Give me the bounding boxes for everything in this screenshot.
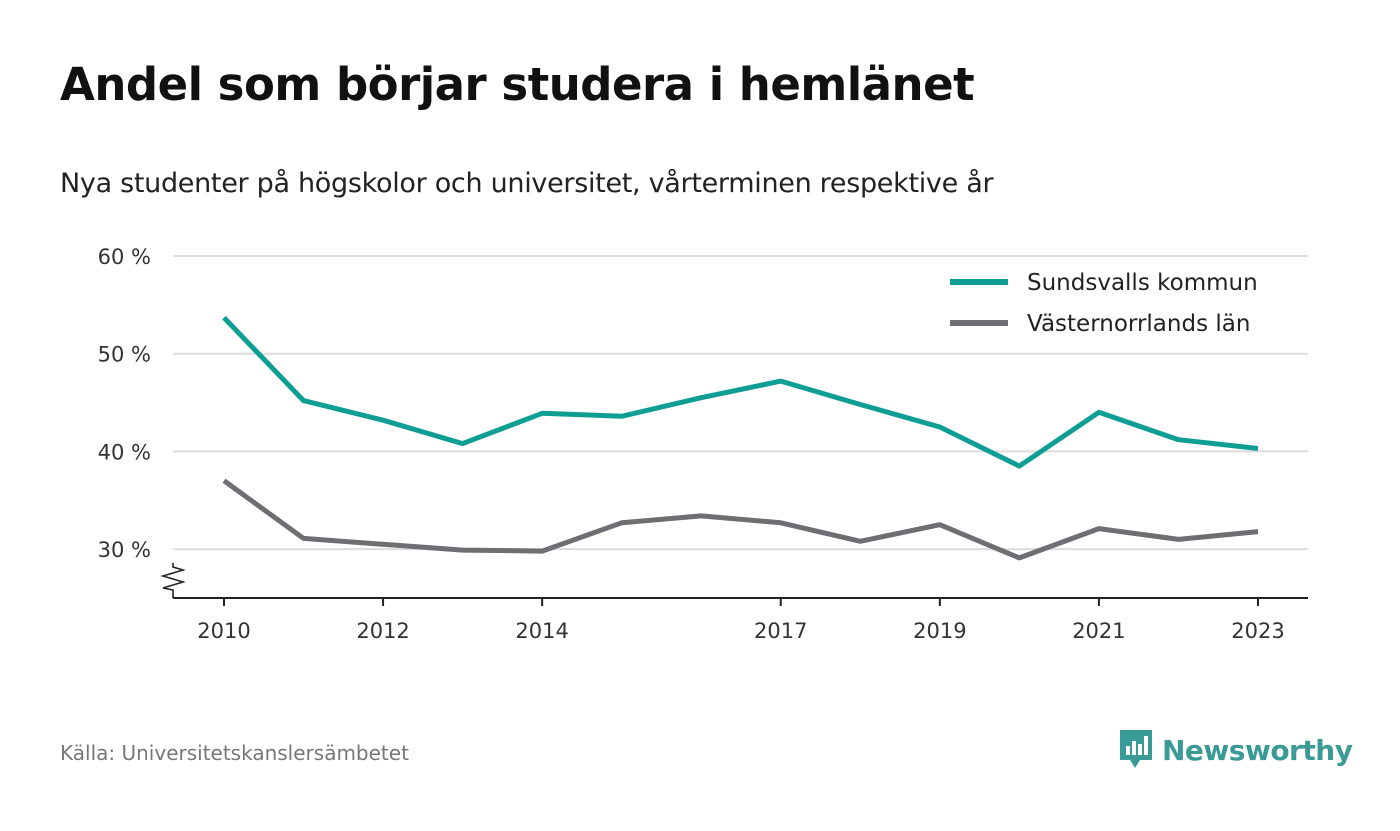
x-tick-label: 2023 xyxy=(1231,619,1284,643)
x-tick-label: 2021 xyxy=(1072,619,1125,643)
newsworthy-bar-chart-icon xyxy=(1120,730,1152,768)
y-tick-label: 40 % xyxy=(98,440,151,464)
series-line-1 xyxy=(222,315,1259,469)
x-tick-label: 2019 xyxy=(913,619,966,643)
axis-break-icon xyxy=(160,563,186,598)
grid-lines xyxy=(173,255,1308,551)
series-lines xyxy=(222,315,1259,561)
line-chart: 30 % 40 % 50 % 60 % 2010 2012 2014 2017 2019 2021… xyxy=(98,245,1308,643)
newsworthy-logo: Newsworthy xyxy=(1118,728,1353,772)
y-tick-label: 50 % xyxy=(98,343,151,367)
x-tick-label: 2014 xyxy=(515,619,568,643)
x-tick-label: 2012 xyxy=(356,619,409,643)
x-tick-label: 2010 xyxy=(197,619,250,643)
legend: Sundsvalls kommun Västernorrlands län xyxy=(950,270,1258,337)
logo-text: Newsworthy xyxy=(1162,733,1353,767)
axes: 30 % 40 % 50 % 60 % 2010 2012 2014 2017 2019 2021… xyxy=(98,245,1308,643)
y-tick-label: 30 % xyxy=(98,538,151,562)
chart-title: Andel som börjar studera i hemlänet xyxy=(60,58,975,111)
chart-subtitle: Nya studenter på högskolor och universit… xyxy=(60,168,994,199)
legend-label-1: Sundsvalls kommun xyxy=(1027,270,1258,296)
series-line-2 xyxy=(222,478,1259,561)
legend-label-2: Västernorrlands län xyxy=(1027,311,1250,337)
y-tick-label: 60 % xyxy=(98,245,151,269)
source-note: Källa: Universitetskanslersämbetet xyxy=(60,741,409,765)
x-tick-label: 2017 xyxy=(754,619,807,643)
